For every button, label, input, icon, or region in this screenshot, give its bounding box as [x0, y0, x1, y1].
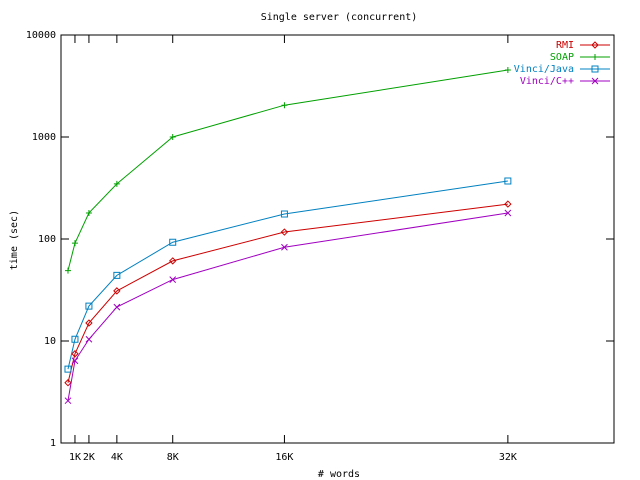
x-tick-label: 16K — [275, 452, 293, 463]
x-tick-label: 8K — [167, 452, 179, 463]
point — [85, 319, 93, 327]
point — [71, 240, 78, 247]
point — [281, 102, 288, 109]
legend-label: Vinci/Java — [514, 64, 574, 75]
point — [504, 177, 512, 185]
point — [71, 357, 79, 365]
point — [64, 267, 71, 274]
point — [592, 54, 598, 60]
point — [169, 238, 177, 246]
legend-label: RMI — [556, 40, 574, 51]
point — [113, 180, 120, 187]
chart-title: Single server (concurrent) — [261, 12, 418, 23]
point — [64, 365, 72, 373]
point — [113, 287, 121, 295]
point — [169, 134, 176, 140]
point — [504, 209, 512, 217]
point — [113, 271, 121, 279]
point — [113, 303, 121, 311]
point — [85, 335, 93, 343]
y-tick-label: 1 — [50, 438, 56, 449]
point — [591, 41, 599, 49]
point — [85, 209, 92, 216]
point — [85, 302, 93, 310]
point — [64, 379, 72, 387]
point — [64, 397, 72, 405]
series-line — [67, 180, 508, 370]
point — [169, 276, 177, 283]
y-axis-label: time (sec) — [9, 210, 20, 270]
point — [504, 200, 512, 208]
y-tick-label: 1000 — [32, 132, 56, 143]
x-tick-label: 4K — [111, 452, 123, 463]
legend-label: SOAP — [550, 52, 574, 63]
point — [71, 335, 79, 343]
y-tick-label: 10 — [44, 336, 56, 347]
point — [280, 210, 288, 218]
point — [504, 66, 511, 73]
point — [169, 257, 177, 265]
series-line — [67, 203, 508, 383]
point — [280, 228, 289, 236]
y-tick-label: 100 — [38, 234, 56, 245]
x-tick-label: 32K — [499, 452, 517, 463]
x-axis-label: # words — [318, 469, 360, 480]
x-tick-label: 2K — [83, 452, 95, 463]
point — [71, 350, 79, 358]
y-tick-label: 10000 — [26, 30, 56, 41]
legend-label: Vinci/C++ — [520, 76, 574, 87]
point — [281, 243, 288, 251]
point — [591, 65, 599, 73]
point — [591, 77, 599, 85]
x-tick-label: 1K — [69, 452, 81, 463]
